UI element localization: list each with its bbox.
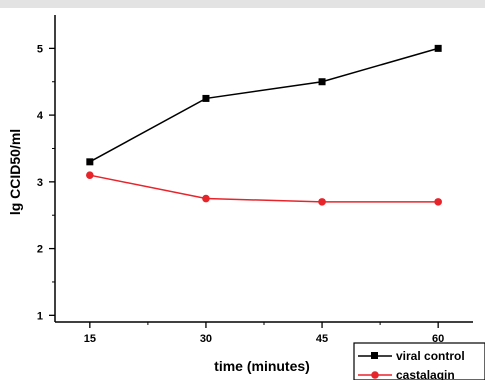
y-tick-label: 4	[37, 110, 44, 122]
legend: viral control castalagin	[353, 342, 485, 380]
data-point-viral-control	[86, 158, 94, 166]
x-tick-label: 30	[200, 333, 212, 345]
y-tick-label: 1	[37, 310, 43, 322]
y-tick-label: 2	[37, 244, 43, 256]
x-tick-label: 45	[316, 333, 328, 345]
legend-marker-castalagin	[371, 371, 379, 379]
data-point-castalagin	[86, 171, 94, 179]
x-tick-label: 15	[84, 333, 96, 345]
data-point-viral-control	[202, 94, 210, 102]
data-point-viral-control	[318, 78, 326, 86]
y-tick-label: 3	[37, 177, 43, 189]
data-point-castalagin	[202, 194, 210, 203]
series-layer	[86, 44, 442, 206]
data-point-viral-control	[434, 44, 442, 52]
y-tick-label: 5	[37, 43, 43, 55]
series-line-viral-control	[89, 47, 439, 163]
legend-label-viral-control: viral control	[396, 349, 465, 363]
x-tick-label: 60	[432, 333, 444, 345]
legend-label-castalagin: castalagin	[396, 368, 455, 380]
top-strip	[0, 0, 485, 8]
y-axis-label: lg CCID50/ml	[7, 129, 23, 215]
legend-marker-viral-control	[371, 352, 378, 359]
data-point-castalagin	[318, 198, 326, 206]
x-axis-label: time (minutes)	[214, 358, 310, 374]
series-line-castalagin	[89, 174, 439, 203]
axes	[54, 15, 473, 323]
data-point-castalagin	[434, 198, 442, 206]
